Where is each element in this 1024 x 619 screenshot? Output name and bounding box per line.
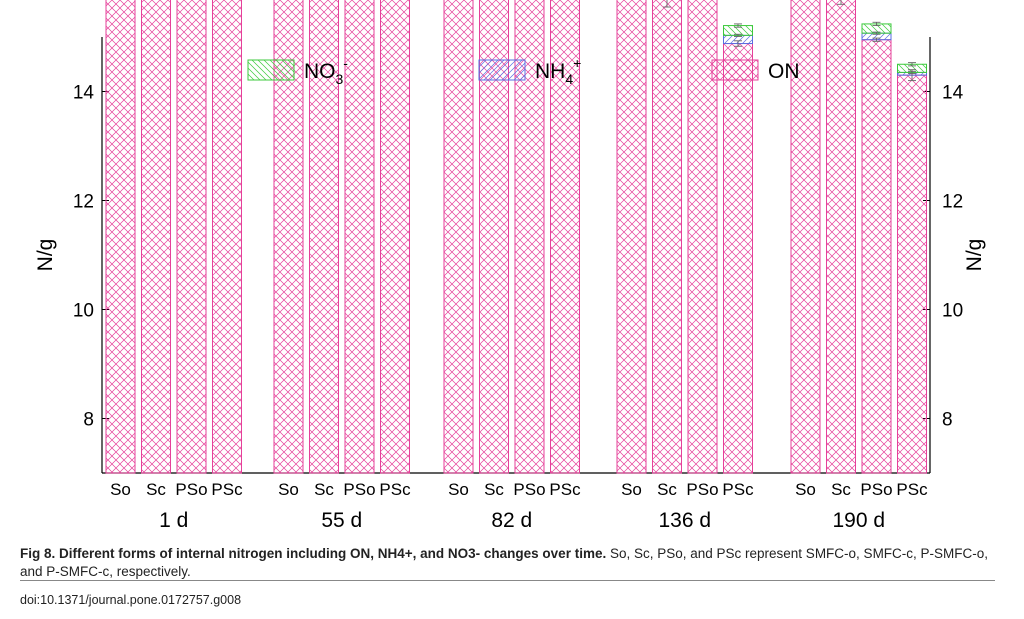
caption-title: Fig 8. Different forms of internal nitro…	[20, 546, 607, 561]
x-category-label: PSo	[343, 480, 375, 499]
y-tick-label-left: 8	[83, 410, 94, 431]
x-category-label: So	[448, 480, 469, 499]
y-tick-label-left: 10	[73, 301, 94, 322]
bar-segment-on	[652, 0, 682, 474]
x-category-label: PSc	[379, 480, 411, 499]
legend-label: ON	[768, 60, 800, 83]
x-group-label: 190 d	[832, 509, 885, 532]
caption-text: So, Sc, PSo, and PSc represent SMFC-o, S…	[20, 546, 989, 579]
legend: NO3- NH4+ ON	[247, 55, 800, 87]
bar-segment-on	[861, 39, 892, 474]
x-category-label: PSo	[513, 480, 545, 499]
bar-segment-on	[105, 0, 136, 474]
bar-segment-on	[616, 0, 647, 474]
y-tick-label-left: 12	[73, 192, 94, 213]
legend-label: NO3-	[304, 55, 348, 87]
y-axis-label-left: N/g	[34, 239, 57, 272]
bar-segment-on	[790, 0, 821, 474]
x-group-label: 136 d	[658, 509, 711, 532]
legend-label: NH4+	[535, 55, 581, 87]
legend-swatch	[478, 59, 526, 81]
x-category-label: So	[621, 480, 642, 499]
bar-segment-on	[176, 0, 207, 474]
x-category-label: So	[110, 480, 131, 499]
x-category-label: PSc	[896, 480, 928, 499]
bar-segment-on	[826, 0, 856, 474]
figure-caption: Fig 8. Different forms of internal nitro…	[20, 545, 1000, 581]
x-category-label: So	[795, 480, 816, 499]
legend-swatch	[711, 59, 759, 81]
legend-swatch	[247, 59, 295, 81]
bar-segment-on	[212, 0, 242, 474]
x-group-label: 82 d	[491, 509, 532, 532]
y-tick-label-right: 10	[942, 301, 963, 322]
bar-segment-on	[897, 74, 927, 474]
caption-divider	[20, 580, 995, 581]
x-category-label: Sc	[831, 480, 851, 499]
x-category-label: Sc	[314, 480, 334, 499]
x-category-label: PSo	[860, 480, 892, 499]
y-tick-label-right: 12	[942, 192, 963, 213]
bar-segment-on	[344, 0, 375, 474]
x-category-label: PSc	[722, 480, 754, 499]
x-category-label: Sc	[146, 480, 166, 499]
x-category-label: PSc	[211, 480, 243, 499]
bar-segment-on	[141, 0, 171, 474]
bar-segment-on	[380, 0, 410, 474]
y-tick-label-right: 14	[942, 83, 964, 104]
x-group-label: 1 d	[159, 509, 188, 532]
bar-segment-on	[723, 43, 753, 474]
x-category-label: Sc	[484, 480, 504, 499]
bar-segment-on	[550, 0, 580, 474]
x-category-label: PSc	[549, 480, 581, 499]
y-axis-label-right: N/g	[963, 239, 986, 272]
x-category-label: PSo	[686, 480, 718, 499]
x-category-label: So	[278, 480, 299, 499]
y-tick-label-left: 14	[73, 83, 95, 104]
x-category-label: PSo	[175, 480, 207, 499]
doi-text: doi:10.1371/journal.pone.0172757.g008	[20, 593, 242, 607]
bar-segment-on	[443, 0, 474, 474]
bar-segment-on	[309, 0, 339, 474]
x-group-label: 55 d	[321, 509, 362, 532]
x-category-label: Sc	[657, 480, 677, 499]
y-tick-label-right: 8	[942, 410, 953, 431]
